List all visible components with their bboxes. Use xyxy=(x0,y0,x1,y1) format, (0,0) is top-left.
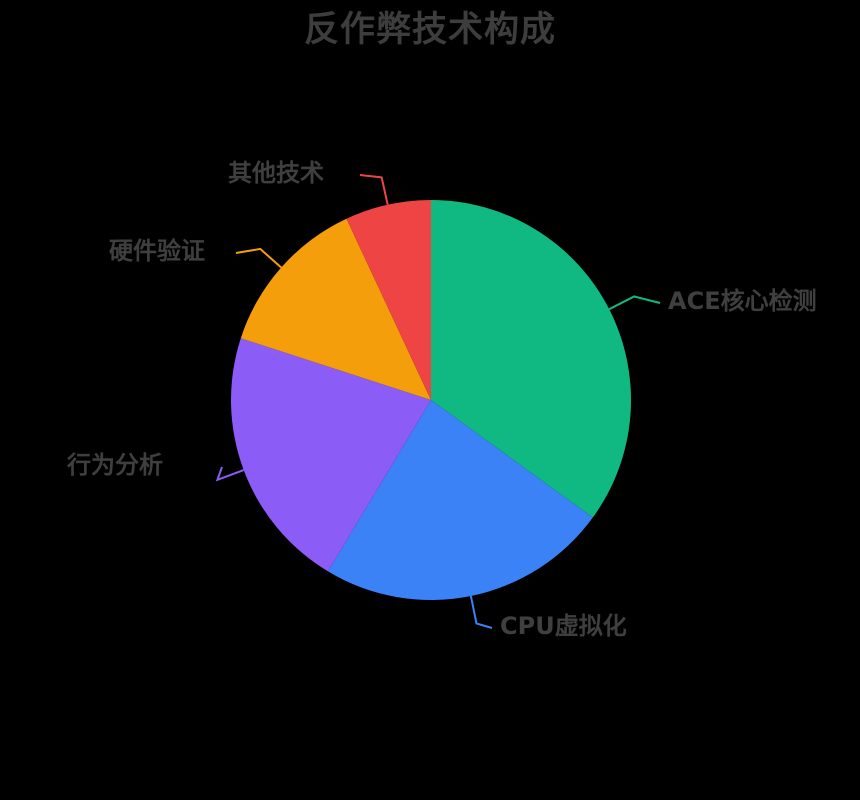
pie-slice[interactable] xyxy=(327,400,593,600)
pie-slice[interactable] xyxy=(346,200,431,400)
pie-leader-line xyxy=(215,466,245,482)
pie-label-behavior: 行为分析 xyxy=(67,452,163,478)
pie-slice[interactable] xyxy=(431,200,631,518)
pie-slice-group xyxy=(231,200,631,600)
pie-label-ace-text: ACE核心检测 xyxy=(668,287,817,315)
pie-label-hardware: 硬件验证 xyxy=(109,238,205,264)
pie-leader-line xyxy=(469,595,493,629)
pie-label-ace: ACE核心检测 xyxy=(668,288,817,314)
pie-label-cpu-text: CPU虚拟化 xyxy=(500,612,627,640)
pie-slice[interactable] xyxy=(231,338,431,572)
pie-label-behavior-text: 行为分析 xyxy=(67,451,163,479)
chart-title: 反作弊技术构成 xyxy=(303,10,556,50)
pie-leader-line xyxy=(608,295,661,311)
pie-label-other: 其他技术 xyxy=(228,160,324,186)
pie-leader-line xyxy=(235,247,282,269)
pie-label-hardware-text: 硬件验证 xyxy=(109,237,205,265)
pie-label-other-text: 其他技术 xyxy=(228,159,324,187)
pie-slice[interactable] xyxy=(240,218,431,400)
leader-line-group xyxy=(215,174,661,629)
pie-label-cpu: CPU虚拟化 xyxy=(500,613,627,639)
pie-leader-line xyxy=(359,174,389,205)
